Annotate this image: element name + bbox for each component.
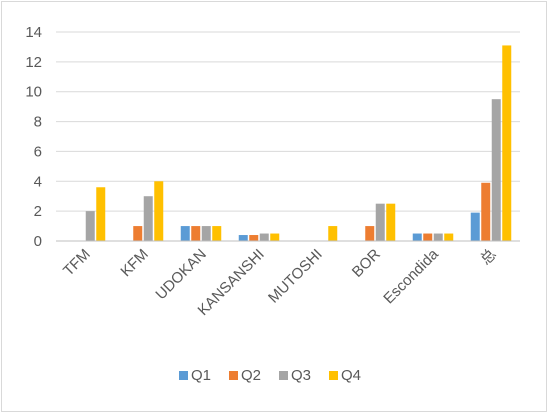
bar-q2-2 <box>191 226 201 241</box>
legend-label-q1: Q1 <box>191 367 211 384</box>
bar-q4-5 <box>386 203 396 241</box>
y-tick-label: 14 <box>25 24 42 41</box>
y-tick-label: 6 <box>34 143 42 160</box>
legend-label-q3: Q3 <box>291 367 311 384</box>
bar-q3-2 <box>201 226 211 241</box>
legend-swatch-q1 <box>179 371 188 380</box>
y-tick-label: 0 <box>34 233 42 250</box>
x-tick-label: UDOKAN <box>152 246 209 303</box>
x-tick-label: TFM <box>60 246 94 280</box>
legend-label-q4: Q4 <box>341 367 361 384</box>
bar-q3-1 <box>143 196 153 241</box>
bar-q4-6 <box>444 233 454 241</box>
y-tick-label: 10 <box>25 84 42 101</box>
legend: Q1 Q2 Q3 Q4 <box>179 367 361 384</box>
bar-q4-0 <box>96 187 106 241</box>
legend-swatch-q3 <box>279 371 288 380</box>
bar-q1-2 <box>180 226 190 241</box>
bar-q4-4 <box>328 226 338 241</box>
bar-q2-7 <box>481 182 491 241</box>
x-tick-label: Escondida <box>380 245 442 307</box>
gridlines <box>56 31 520 212</box>
bar-q3-3 <box>259 233 269 241</box>
bars <box>85 45 512 241</box>
bar-q3-5 <box>375 203 385 241</box>
bar-q2-6 <box>423 233 433 241</box>
legend-label-q2: Q2 <box>241 367 261 384</box>
bar-q2-3 <box>249 235 259 241</box>
x-tick-label: MUTOSHI <box>265 246 326 307</box>
bar-q3-0 <box>85 211 95 241</box>
legend-swatch-q4 <box>329 371 338 380</box>
bar-q4-3 <box>270 233 280 241</box>
y-tick-label: 8 <box>34 114 42 131</box>
x-tick-label: KFM <box>117 246 151 280</box>
y-tick-label: 2 <box>34 203 42 220</box>
bar-q1-7 <box>470 212 480 241</box>
bar-q3-7 <box>491 99 501 241</box>
bar-q4-7 <box>502 45 512 241</box>
legend-swatch-q2 <box>229 371 238 380</box>
x-tick-label: 总 <box>477 246 500 269</box>
bar-q4-2 <box>212 226 222 241</box>
y-axis-tick-labels: 0 2 4 6 8 10 12 14 <box>25 24 42 250</box>
bar-q2-5 <box>365 226 375 241</box>
bar-q4-1 <box>154 181 164 241</box>
bar-q1-6 <box>412 233 422 241</box>
x-tick-label: BOR <box>349 246 384 281</box>
y-tick-label: 4 <box>34 173 42 190</box>
y-tick-label: 12 <box>25 54 42 71</box>
bar-q1-3 <box>238 235 248 241</box>
bar-q2-1 <box>133 226 143 241</box>
bar-q3-6 <box>433 233 443 241</box>
